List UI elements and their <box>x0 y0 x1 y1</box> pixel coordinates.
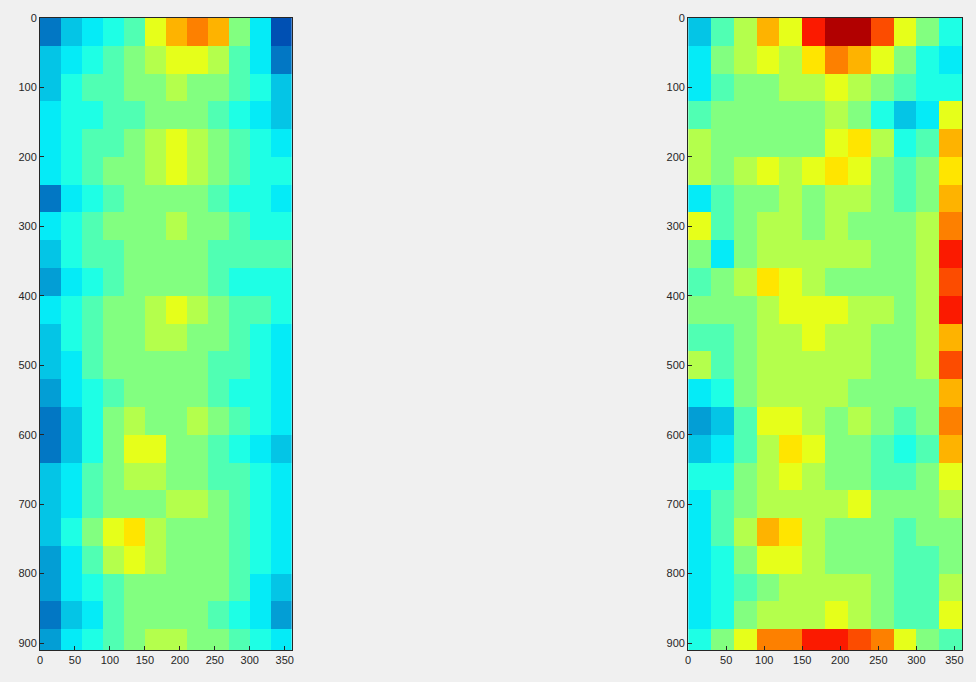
svg-text:0: 0 <box>685 654 691 666</box>
svg-text:100: 100 <box>18 81 36 93</box>
svg-text:600: 600 <box>667 429 685 441</box>
svg-text:50: 50 <box>69 654 81 666</box>
svg-text:350: 350 <box>276 654 294 666</box>
svg-text:100: 100 <box>755 654 773 666</box>
svg-text:0: 0 <box>31 12 37 24</box>
svg-text:200: 200 <box>171 654 189 666</box>
svg-text:200: 200 <box>831 654 849 666</box>
svg-text:100: 100 <box>667 81 685 93</box>
svg-text:700: 700 <box>667 498 685 510</box>
svg-text:0: 0 <box>679 12 685 24</box>
svg-text:300: 300 <box>907 654 925 666</box>
svg-text:0: 0 <box>37 654 43 666</box>
svg-text:100: 100 <box>101 654 119 666</box>
svg-text:300: 300 <box>18 220 36 232</box>
svg-text:250: 250 <box>869 654 887 666</box>
svg-text:200: 200 <box>18 151 36 163</box>
svg-text:900: 900 <box>667 637 685 649</box>
svg-text:350: 350 <box>945 654 963 666</box>
svg-text:150: 150 <box>793 654 811 666</box>
svg-text:150: 150 <box>136 654 154 666</box>
svg-text:400: 400 <box>667 290 685 302</box>
svg-text:500: 500 <box>18 359 36 371</box>
svg-text:300: 300 <box>667 220 685 232</box>
svg-text:400: 400 <box>18 290 36 302</box>
svg-text:800: 800 <box>667 567 685 579</box>
svg-text:500: 500 <box>667 359 685 371</box>
svg-text:250: 250 <box>206 654 224 666</box>
svg-text:600: 600 <box>18 429 36 441</box>
svg-text:900: 900 <box>18 637 36 649</box>
svg-text:800: 800 <box>18 567 36 579</box>
svg-text:200: 200 <box>667 151 685 163</box>
svg-text:700: 700 <box>18 498 36 510</box>
svg-text:50: 50 <box>720 654 732 666</box>
svg-text:300: 300 <box>241 654 259 666</box>
